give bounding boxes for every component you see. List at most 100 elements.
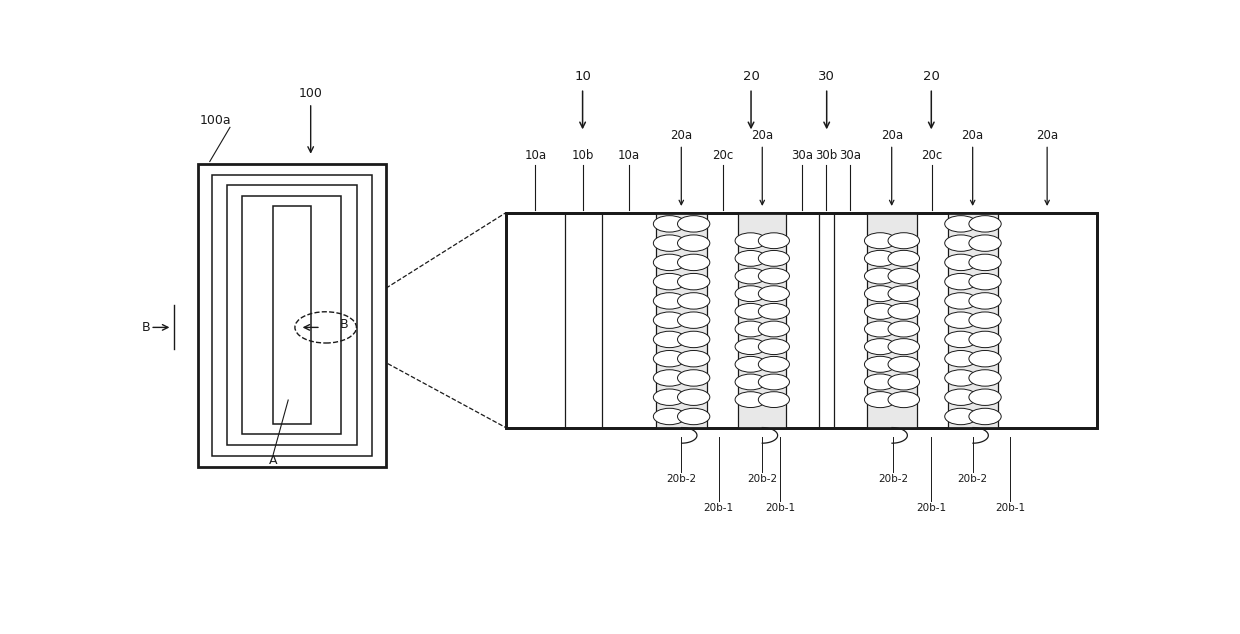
Circle shape (968, 370, 1001, 386)
Circle shape (759, 339, 790, 354)
Circle shape (677, 331, 709, 347)
Circle shape (945, 331, 977, 347)
Circle shape (759, 286, 790, 302)
Circle shape (653, 351, 686, 367)
Text: 20b-2: 20b-2 (666, 474, 697, 484)
Text: 20a: 20a (671, 129, 692, 142)
Text: 20: 20 (743, 70, 759, 84)
Circle shape (653, 370, 686, 386)
Bar (506, 213, 1096, 427)
Text: 20b-1: 20b-1 (994, 503, 1025, 514)
Text: 20: 20 (923, 70, 940, 84)
Circle shape (888, 392, 920, 408)
Circle shape (735, 339, 766, 354)
Circle shape (968, 389, 1001, 405)
Circle shape (653, 331, 686, 347)
Circle shape (945, 254, 977, 271)
Circle shape (677, 312, 709, 328)
Circle shape (864, 233, 897, 249)
Circle shape (677, 408, 709, 425)
Text: 20a: 20a (880, 129, 903, 142)
Circle shape (888, 339, 920, 354)
Text: 10: 10 (574, 70, 591, 84)
Circle shape (759, 268, 790, 284)
Circle shape (759, 374, 790, 390)
Circle shape (735, 286, 766, 302)
Circle shape (677, 370, 709, 386)
Text: B: B (340, 318, 348, 332)
Circle shape (759, 304, 790, 320)
Circle shape (945, 312, 977, 328)
Circle shape (864, 286, 897, 302)
Circle shape (888, 303, 920, 320)
Text: 10b: 10b (572, 148, 594, 162)
Circle shape (677, 273, 709, 290)
Text: 100: 100 (299, 87, 322, 101)
Circle shape (945, 216, 977, 232)
Circle shape (653, 408, 686, 425)
Circle shape (759, 250, 790, 266)
Circle shape (677, 254, 709, 271)
Bar (243, 196, 341, 434)
Circle shape (735, 233, 766, 249)
Bar (212, 175, 372, 456)
Circle shape (735, 268, 766, 284)
Circle shape (653, 254, 686, 271)
Circle shape (759, 392, 790, 408)
Circle shape (888, 250, 920, 266)
Text: 100a: 100a (200, 114, 232, 127)
Circle shape (653, 312, 686, 328)
Circle shape (888, 374, 920, 390)
Bar (227, 185, 357, 445)
Text: 10a: 10a (525, 148, 547, 162)
Circle shape (653, 216, 686, 232)
Circle shape (653, 235, 686, 251)
Text: B: B (141, 321, 150, 334)
Circle shape (864, 339, 897, 354)
Circle shape (888, 268, 920, 284)
Text: 30a: 30a (839, 148, 862, 162)
Bar (656, 213, 707, 427)
Circle shape (735, 250, 766, 266)
Text: 30b: 30b (815, 148, 837, 162)
Circle shape (864, 392, 897, 408)
Circle shape (968, 254, 1001, 271)
Circle shape (888, 356, 920, 372)
Circle shape (759, 233, 790, 249)
Circle shape (677, 351, 709, 367)
Bar (868, 213, 916, 427)
Circle shape (945, 351, 977, 367)
Circle shape (677, 389, 709, 405)
Circle shape (864, 303, 897, 320)
Text: 20b-1: 20b-1 (916, 503, 946, 514)
Text: 20a: 20a (961, 129, 983, 142)
Text: 20b-2: 20b-2 (878, 474, 908, 484)
Circle shape (945, 293, 977, 309)
Bar (506, 213, 1096, 427)
Circle shape (864, 374, 897, 390)
Circle shape (968, 312, 1001, 328)
Circle shape (945, 370, 977, 386)
Text: 20a: 20a (751, 129, 774, 142)
Circle shape (968, 331, 1001, 347)
Text: 20b-2: 20b-2 (748, 474, 777, 484)
Circle shape (653, 293, 686, 309)
Text: 30: 30 (818, 70, 835, 84)
Circle shape (864, 356, 897, 372)
Text: 20c: 20c (712, 148, 733, 162)
Circle shape (968, 408, 1001, 425)
Circle shape (759, 321, 790, 337)
Circle shape (945, 389, 977, 405)
Bar (738, 213, 786, 427)
Circle shape (677, 235, 709, 251)
Circle shape (968, 216, 1001, 232)
Text: 20c: 20c (921, 148, 942, 162)
Text: 20b-2: 20b-2 (957, 474, 988, 484)
Circle shape (968, 235, 1001, 251)
Text: A: A (269, 455, 278, 467)
Text: 20b-1: 20b-1 (703, 503, 734, 514)
Circle shape (945, 273, 977, 290)
Circle shape (864, 250, 897, 266)
Circle shape (653, 389, 686, 405)
Circle shape (735, 356, 766, 372)
